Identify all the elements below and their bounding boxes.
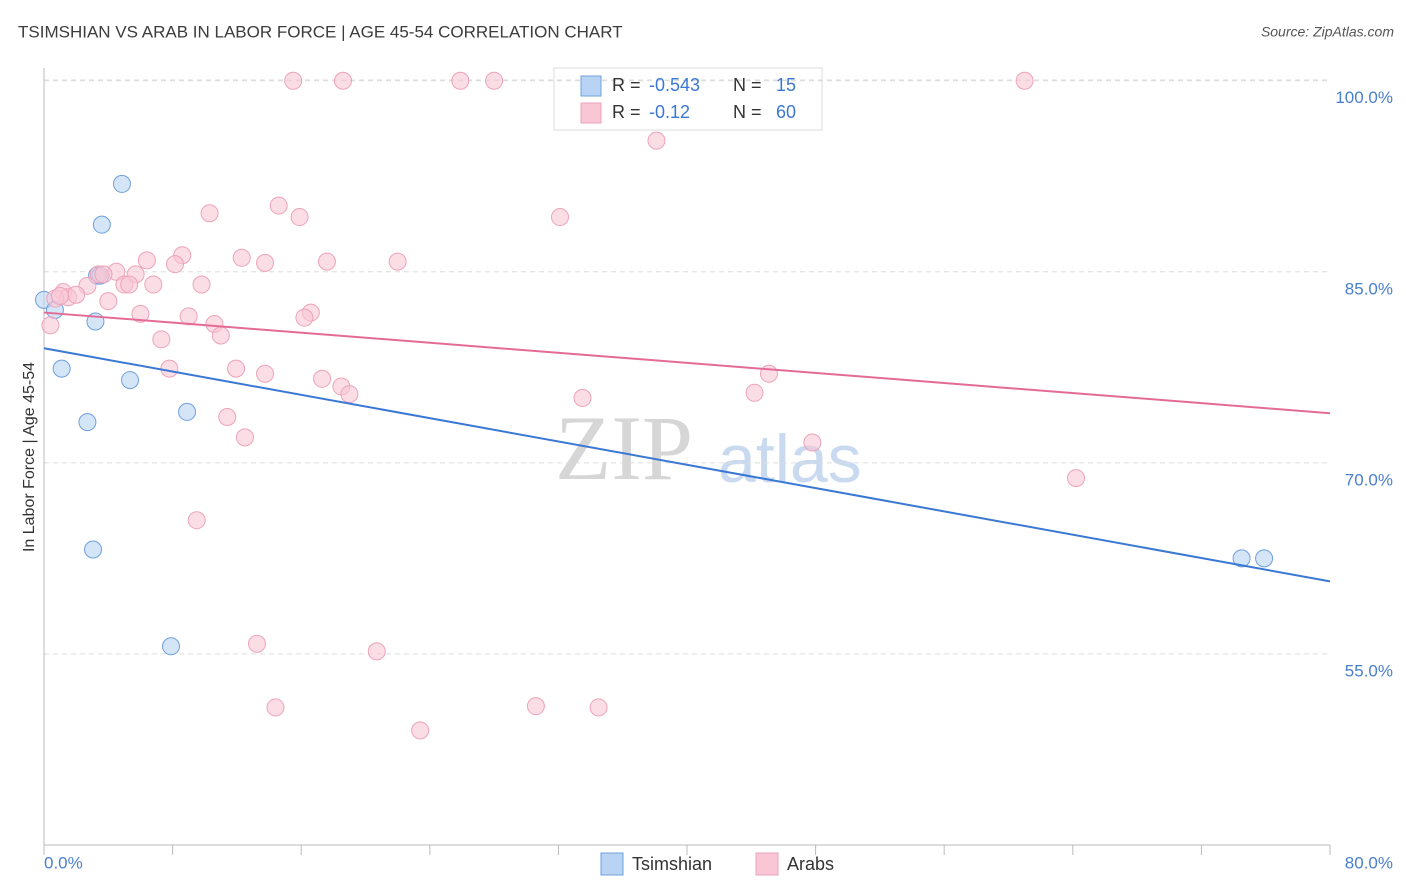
point	[551, 208, 570, 227]
legend-label: Tsimshian	[632, 854, 712, 874]
legend-swatch	[580, 75, 602, 97]
point	[94, 265, 113, 284]
point	[647, 131, 666, 150]
stat-label: N =	[733, 102, 762, 122]
point	[121, 371, 140, 390]
stat-n: 60	[776, 102, 796, 122]
point	[120, 275, 139, 294]
point	[589, 698, 608, 717]
point	[295, 308, 314, 327]
point	[166, 255, 185, 274]
point	[131, 304, 150, 323]
stat-label: N =	[733, 75, 762, 95]
legend-label: Arabs	[787, 854, 834, 874]
point	[187, 511, 206, 530]
y-tick-label: 85.0%	[1345, 279, 1393, 298]
point	[451, 71, 470, 90]
point	[247, 634, 266, 653]
point	[218, 408, 237, 427]
point	[333, 71, 352, 90]
point	[266, 698, 285, 717]
point	[92, 215, 111, 234]
x-tick-label: 80.0%	[1345, 853, 1393, 872]
point	[67, 285, 86, 304]
point	[152, 330, 171, 349]
point	[269, 196, 288, 215]
point	[340, 385, 359, 404]
legend-swatch	[600, 852, 624, 876]
point	[1067, 469, 1086, 488]
point	[99, 292, 118, 311]
point	[256, 364, 275, 383]
point	[256, 253, 275, 272]
y-tick-label: 100.0%	[1335, 88, 1393, 107]
point	[192, 275, 211, 294]
y-axis-label: In Labor Force | Age 45-54	[21, 362, 38, 552]
stat-label: R =	[612, 102, 641, 122]
stat-label: R =	[612, 75, 641, 95]
point	[388, 252, 407, 271]
watermark: ZIP	[555, 397, 693, 499]
point	[160, 359, 179, 378]
point	[84, 540, 103, 559]
point	[211, 326, 230, 345]
stat-r: -0.543	[649, 75, 700, 95]
y-tick-label: 55.0%	[1345, 661, 1393, 680]
point	[112, 174, 131, 193]
y-tick-label: 70.0%	[1345, 470, 1393, 489]
point	[1015, 71, 1034, 90]
trend-line	[43, 311, 1331, 415]
legend-swatch	[580, 102, 602, 124]
point	[235, 428, 254, 447]
point	[526, 697, 545, 716]
trend-line	[43, 347, 1331, 583]
point	[759, 364, 778, 383]
point	[78, 413, 97, 432]
point	[51, 287, 70, 306]
point	[52, 359, 71, 378]
point	[161, 637, 180, 656]
point	[313, 369, 332, 388]
point	[317, 252, 336, 271]
point	[745, 383, 764, 402]
point	[485, 71, 504, 90]
point	[137, 251, 156, 270]
point	[232, 248, 251, 267]
legend-swatch	[755, 852, 779, 876]
chart-title: TSIMSHIAN VS ARAB IN LABOR FORCE | AGE 4…	[18, 22, 623, 41]
point	[573, 388, 592, 407]
point	[144, 275, 163, 294]
watermark: atlas	[718, 421, 862, 497]
point	[803, 433, 822, 452]
point	[284, 71, 303, 90]
point	[1232, 549, 1251, 568]
stat-n: 15	[776, 75, 796, 95]
point	[227, 359, 246, 378]
point	[178, 402, 197, 421]
point	[200, 204, 219, 223]
point	[367, 642, 386, 661]
point	[1255, 549, 1274, 568]
stat-r: -0.12	[649, 102, 690, 122]
x-tick-label: 0.0%	[44, 853, 83, 872]
point	[411, 721, 430, 740]
point	[290, 208, 309, 227]
point	[41, 316, 60, 335]
point	[179, 307, 198, 326]
source: Source: ZipAtlas.com	[1261, 24, 1394, 40]
